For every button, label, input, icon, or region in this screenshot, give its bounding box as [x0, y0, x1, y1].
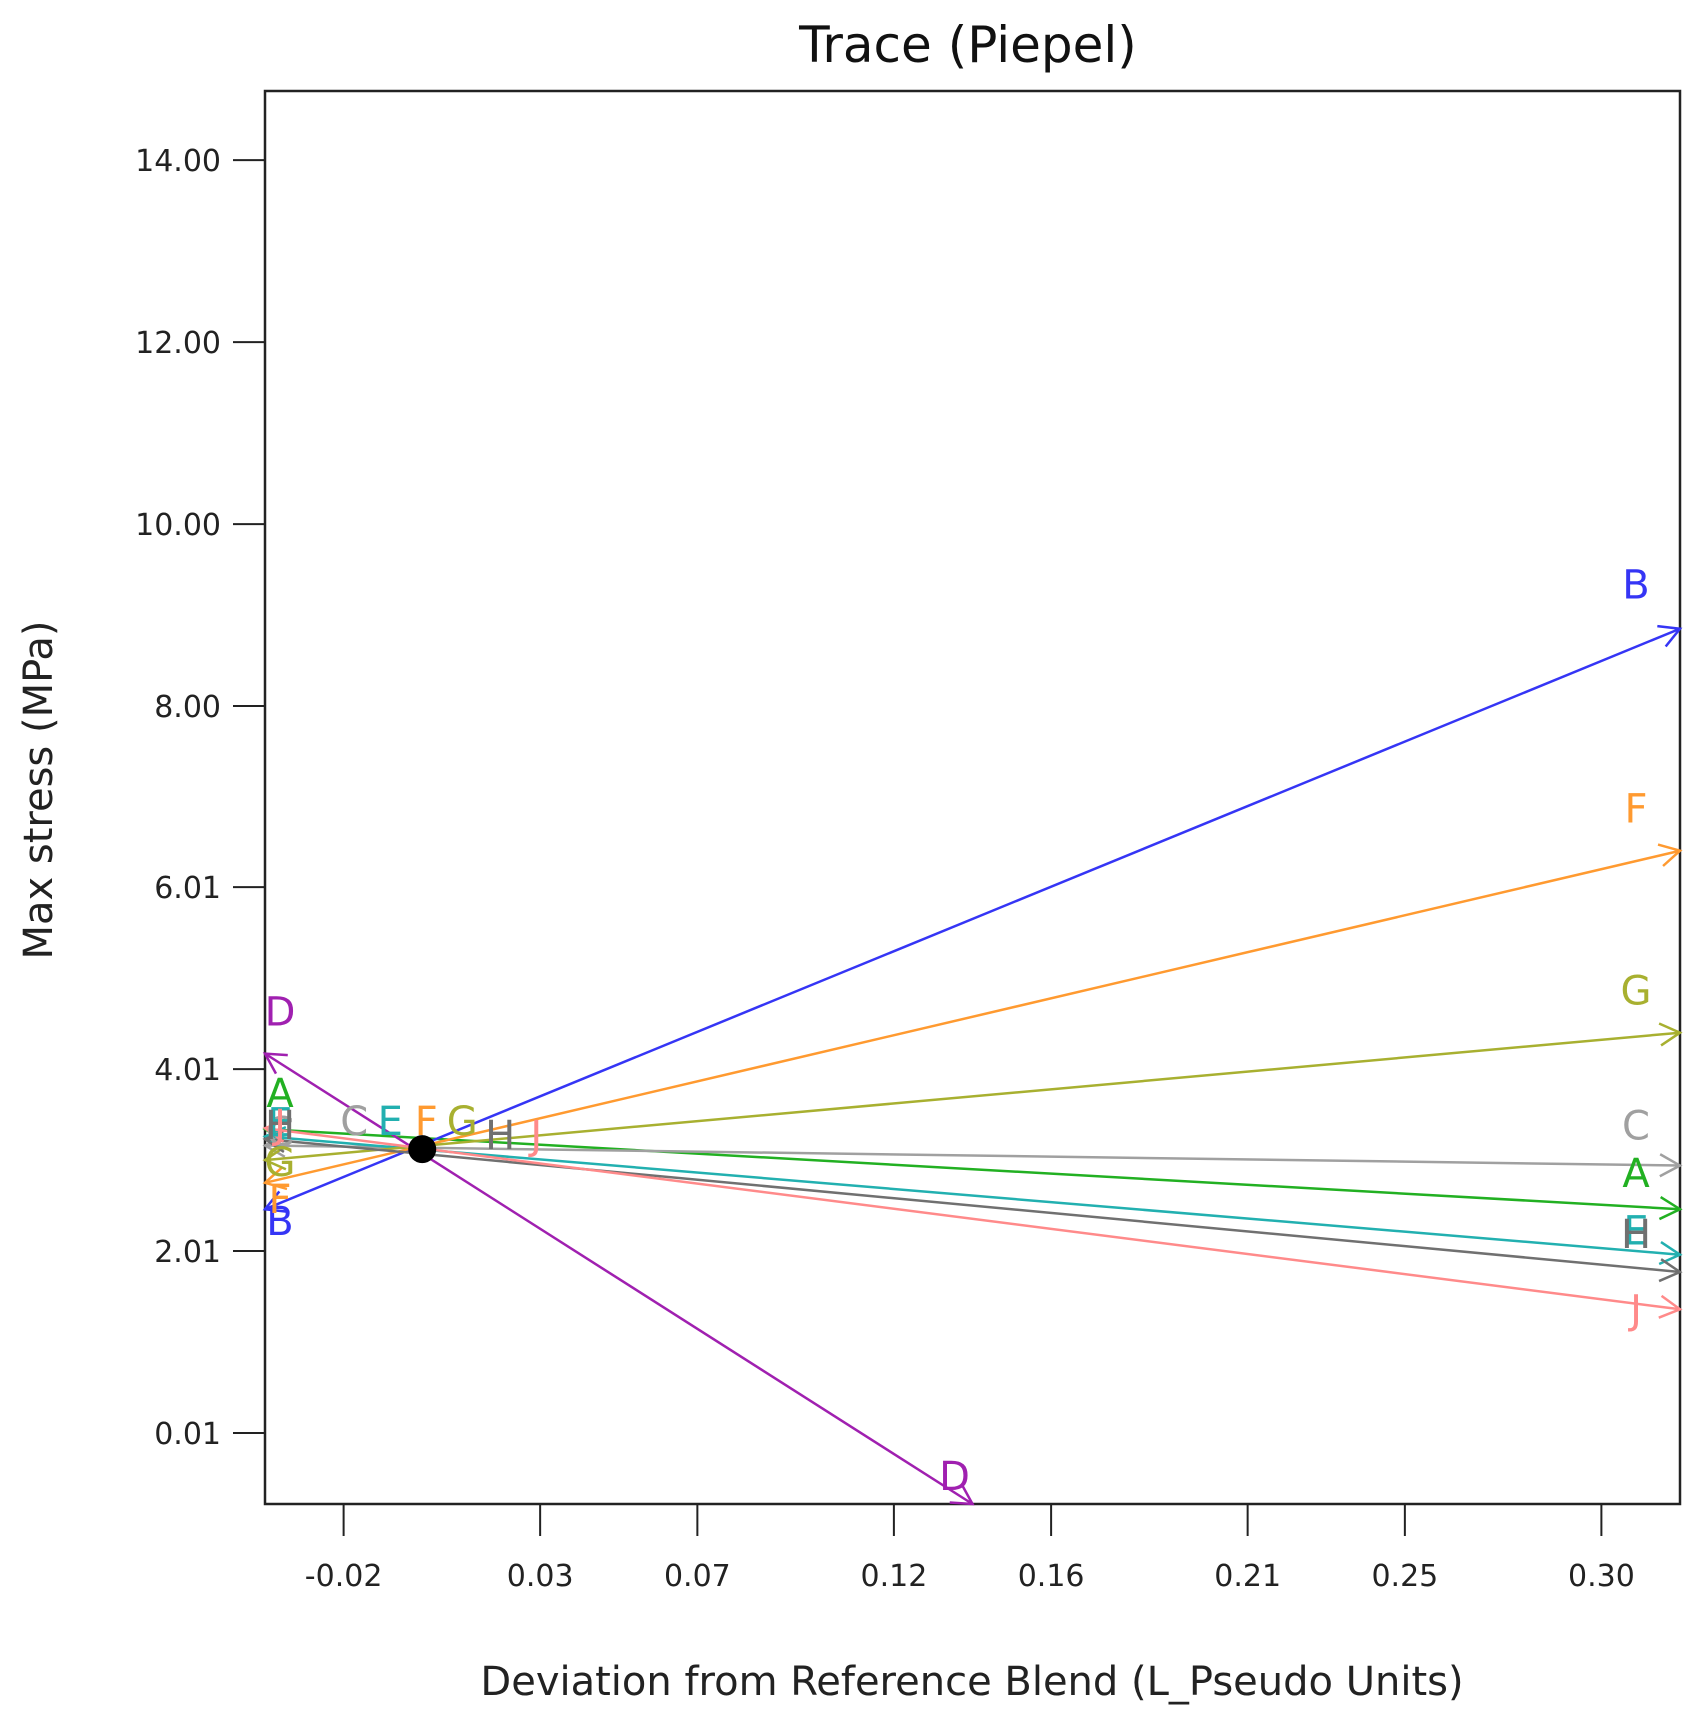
- series-line-h: [264, 1137, 1681, 1274]
- center-label-j: J: [527, 1113, 542, 1159]
- series-end-label-g: G: [1621, 969, 1652, 1015]
- center-label-h: H: [485, 1113, 515, 1159]
- series-f: [262, 843, 1683, 1191]
- y-axis-title: Max stress (MPa): [16, 620, 62, 959]
- y-tick-label: 0.01: [154, 1417, 221, 1452]
- series-end-label-f: F: [1624, 787, 1647, 833]
- series-end-label-a: A: [1622, 1151, 1650, 1197]
- arrowhead-start-g: [262, 1146, 287, 1171]
- arrowhead-end-g: [1658, 1022, 1683, 1047]
- x-tick-label: 0.30: [1568, 1559, 1635, 1594]
- x-tick-label: 0.25: [1371, 1559, 1438, 1594]
- series-line-b: [264, 627, 1681, 1211]
- arrowhead-end-h: [1658, 1258, 1683, 1283]
- y-tick-label: 12.00: [135, 326, 221, 361]
- arrowhead-end-e: [1658, 1241, 1683, 1266]
- series-end-label-e: E: [1623, 1209, 1648, 1255]
- series-line-e: [264, 1135, 1681, 1256]
- center-label-c: C: [340, 1099, 368, 1145]
- series-d: [262, 1052, 975, 1506]
- series-start-label-d: D: [265, 990, 296, 1036]
- series-line-g: [264, 1031, 1681, 1162]
- arrowhead-end-c: [1659, 1153, 1683, 1178]
- y-tick-label: 14.00: [135, 144, 221, 179]
- x-tick-label: 0.12: [860, 1559, 927, 1594]
- arrowhead-start-h: [262, 1128, 287, 1154]
- series-start-label-a: A: [266, 1071, 294, 1117]
- series-start-label-e: E: [267, 1100, 292, 1146]
- series-lines: [262, 624, 1683, 1506]
- arrowhead-start-b: [262, 1190, 288, 1214]
- x-tick-label: 0.03: [507, 1559, 574, 1594]
- series-start-label-j: J: [271, 1102, 286, 1148]
- arrowhead-end-f: [1657, 843, 1683, 867]
- series-start-label-g: G: [265, 1140, 296, 1186]
- series-line-d: [264, 1052, 974, 1506]
- series-start-label-h: H: [265, 1103, 295, 1149]
- reference-point: [408, 1135, 437, 1164]
- series-b: [262, 624, 1683, 1214]
- arrowhead-end-d: [949, 1483, 975, 1506]
- series-g: [262, 1022, 1683, 1171]
- y-tick-label: 2.01: [154, 1235, 221, 1270]
- series-end-label-h: H: [1621, 1212, 1651, 1258]
- series-start-label-c: C: [266, 1110, 294, 1156]
- x-axis-title: Deviation from Reference Blend (L_Pseudo…: [480, 1659, 1463, 1705]
- y-tick-label: 8.00: [154, 690, 221, 725]
- x-tick-label: 0.16: [1018, 1559, 1085, 1594]
- x-tick-label: -0.02: [305, 1559, 383, 1594]
- x-tick-label: 0.07: [664, 1559, 731, 1594]
- series-end-label-d: D: [939, 1454, 970, 1500]
- center-label-g: G: [447, 1099, 478, 1145]
- y-tick-label: 6.01: [154, 871, 221, 906]
- series-line-c: [264, 1144, 1681, 1167]
- series-end-label-c: C: [1622, 1104, 1650, 1150]
- series-h: [262, 1128, 1683, 1283]
- x-axis-ticks: -0.02 0.03 0.07 0.12 0.16 0.21 0.25 0.30: [305, 1504, 1635, 1594]
- y-tick-label: 10.00: [135, 508, 221, 543]
- series-start-label-b: B: [266, 1199, 293, 1245]
- series-end-label-b: B: [1622, 563, 1649, 609]
- series-line-f: [264, 849, 1681, 1185]
- y-axis-ticks: 0.01 2.01 4.01 6.01 8.00 10.00 12.00 14.00: [135, 144, 265, 1452]
- series-line-j: [264, 1126, 1681, 1311]
- series-end-label-j: J: [1627, 1287, 1642, 1333]
- y-tick-label: 4.01: [154, 1053, 221, 1088]
- series-line-a: [264, 1127, 1681, 1211]
- arrowhead-start-f: [262, 1166, 288, 1191]
- x-tick-label: 0.21: [1214, 1559, 1281, 1594]
- arrowhead-end-j: [1658, 1294, 1683, 1319]
- chart-title: Trace (Piepel): [798, 16, 1137, 74]
- center-label-f: F: [415, 1099, 438, 1145]
- series-j: [262, 1118, 1683, 1319]
- arrowhead-start-j: [262, 1118, 287, 1143]
- arrowhead-start-d: [262, 1052, 288, 1075]
- arrowhead-end-b: [1657, 624, 1683, 648]
- series-start-label-f: F: [268, 1177, 291, 1223]
- plot-frame: [263, 89, 1682, 1506]
- center-label-e: E: [378, 1099, 403, 1145]
- arrowhead-end-a: [1658, 1196, 1683, 1221]
